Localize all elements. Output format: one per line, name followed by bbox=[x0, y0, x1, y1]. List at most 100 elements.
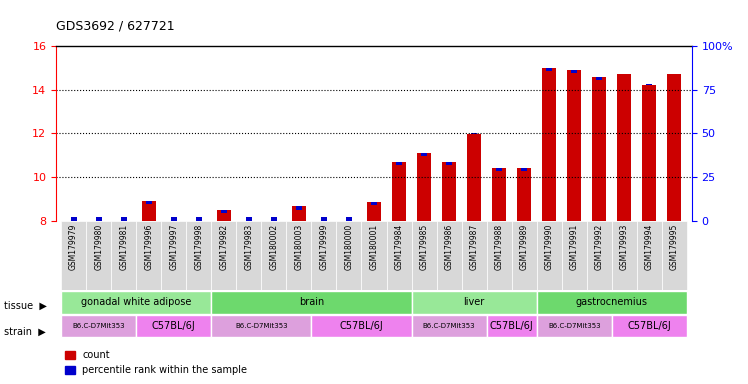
Bar bbox=[617, 74, 631, 220]
FancyBboxPatch shape bbox=[411, 220, 437, 290]
Bar bbox=[667, 74, 681, 220]
Bar bbox=[421, 153, 427, 156]
FancyBboxPatch shape bbox=[311, 314, 411, 338]
Bar bbox=[292, 206, 306, 220]
FancyBboxPatch shape bbox=[487, 314, 537, 338]
Text: GSM179995: GSM179995 bbox=[670, 224, 679, 270]
Text: GSM179986: GSM179986 bbox=[444, 224, 453, 270]
Bar bbox=[542, 68, 556, 220]
Bar bbox=[471, 133, 477, 134]
FancyBboxPatch shape bbox=[337, 220, 361, 290]
FancyBboxPatch shape bbox=[512, 220, 537, 290]
Bar bbox=[246, 217, 252, 220]
Text: GSM179981: GSM179981 bbox=[119, 224, 128, 270]
Bar bbox=[496, 168, 502, 172]
Text: C57BL/6J: C57BL/6J bbox=[340, 321, 384, 331]
FancyBboxPatch shape bbox=[311, 220, 337, 290]
Text: gonadal white adipose: gonadal white adipose bbox=[81, 297, 191, 307]
Bar bbox=[592, 77, 606, 220]
Text: B6.C-D7Mit353: B6.C-D7Mit353 bbox=[548, 323, 601, 329]
Legend: count, percentile rank within the sample: count, percentile rank within the sample bbox=[61, 346, 251, 379]
FancyBboxPatch shape bbox=[562, 220, 586, 290]
FancyBboxPatch shape bbox=[361, 220, 387, 290]
Bar bbox=[568, 70, 581, 220]
Bar bbox=[396, 162, 402, 165]
FancyBboxPatch shape bbox=[612, 314, 687, 338]
FancyBboxPatch shape bbox=[586, 220, 612, 290]
Text: GSM179996: GSM179996 bbox=[144, 224, 153, 270]
Text: GSM180003: GSM180003 bbox=[295, 224, 304, 270]
FancyBboxPatch shape bbox=[537, 291, 687, 314]
Bar bbox=[392, 162, 406, 220]
Bar bbox=[171, 217, 177, 220]
Bar bbox=[442, 162, 456, 220]
FancyBboxPatch shape bbox=[211, 291, 411, 314]
Bar bbox=[367, 202, 381, 220]
Bar bbox=[146, 201, 152, 204]
FancyBboxPatch shape bbox=[437, 220, 462, 290]
Bar bbox=[142, 201, 156, 220]
Bar bbox=[196, 217, 202, 220]
Bar bbox=[468, 134, 481, 220]
Text: GDS3692 / 627721: GDS3692 / 627721 bbox=[56, 19, 175, 32]
Text: liver: liver bbox=[464, 297, 485, 307]
Text: GSM179985: GSM179985 bbox=[420, 224, 429, 270]
FancyBboxPatch shape bbox=[662, 220, 687, 290]
Text: gastrocnemius: gastrocnemius bbox=[576, 297, 648, 307]
Text: GSM180000: GSM180000 bbox=[345, 224, 354, 270]
FancyBboxPatch shape bbox=[387, 220, 411, 290]
Bar bbox=[492, 168, 506, 220]
Bar bbox=[521, 168, 527, 172]
FancyBboxPatch shape bbox=[612, 220, 637, 290]
Text: B6.C-D7Mit353: B6.C-D7Mit353 bbox=[73, 323, 125, 329]
FancyBboxPatch shape bbox=[211, 314, 311, 338]
Text: strain  ▶: strain ▶ bbox=[4, 327, 46, 337]
Text: GSM179991: GSM179991 bbox=[570, 224, 579, 270]
Text: GSM180002: GSM180002 bbox=[269, 224, 278, 270]
Text: C57BL/6J: C57BL/6J bbox=[152, 321, 196, 331]
FancyBboxPatch shape bbox=[86, 220, 111, 290]
Bar bbox=[518, 168, 531, 220]
Bar bbox=[571, 70, 577, 73]
FancyBboxPatch shape bbox=[136, 220, 162, 290]
FancyBboxPatch shape bbox=[61, 314, 136, 338]
Bar bbox=[546, 68, 552, 71]
Bar bbox=[96, 217, 102, 220]
Text: GSM179999: GSM179999 bbox=[319, 224, 328, 270]
FancyBboxPatch shape bbox=[411, 314, 487, 338]
Text: GSM179984: GSM179984 bbox=[394, 224, 403, 270]
Bar bbox=[217, 210, 230, 220]
Text: GSM179988: GSM179988 bbox=[494, 224, 503, 270]
Bar bbox=[271, 217, 277, 220]
FancyBboxPatch shape bbox=[136, 314, 211, 338]
FancyBboxPatch shape bbox=[487, 220, 512, 290]
Text: GSM179998: GSM179998 bbox=[194, 224, 203, 270]
Text: GSM179989: GSM179989 bbox=[520, 224, 529, 270]
Bar bbox=[646, 84, 652, 85]
FancyBboxPatch shape bbox=[462, 220, 487, 290]
Bar bbox=[120, 217, 126, 220]
Bar bbox=[446, 162, 453, 165]
Text: GSM180001: GSM180001 bbox=[370, 224, 378, 270]
FancyBboxPatch shape bbox=[286, 220, 311, 290]
Text: B6.C-D7Mit353: B6.C-D7Mit353 bbox=[423, 323, 476, 329]
Bar bbox=[596, 77, 602, 80]
Bar bbox=[371, 202, 377, 205]
Text: GSM179993: GSM179993 bbox=[620, 224, 629, 270]
Text: C57BL/6J: C57BL/6J bbox=[490, 321, 533, 331]
FancyBboxPatch shape bbox=[61, 220, 86, 290]
Text: brain: brain bbox=[298, 297, 324, 307]
Text: C57BL/6J: C57BL/6J bbox=[628, 321, 671, 331]
Bar bbox=[417, 153, 431, 220]
FancyBboxPatch shape bbox=[236, 220, 261, 290]
FancyBboxPatch shape bbox=[186, 220, 211, 290]
Text: GSM179997: GSM179997 bbox=[169, 224, 178, 270]
Bar bbox=[643, 85, 656, 220]
FancyBboxPatch shape bbox=[637, 220, 662, 290]
Text: GSM179992: GSM179992 bbox=[595, 224, 604, 270]
FancyBboxPatch shape bbox=[61, 291, 211, 314]
Text: GSM179994: GSM179994 bbox=[645, 224, 654, 270]
Bar bbox=[346, 217, 352, 220]
FancyBboxPatch shape bbox=[162, 220, 186, 290]
Text: tissue  ▶: tissue ▶ bbox=[4, 300, 46, 310]
